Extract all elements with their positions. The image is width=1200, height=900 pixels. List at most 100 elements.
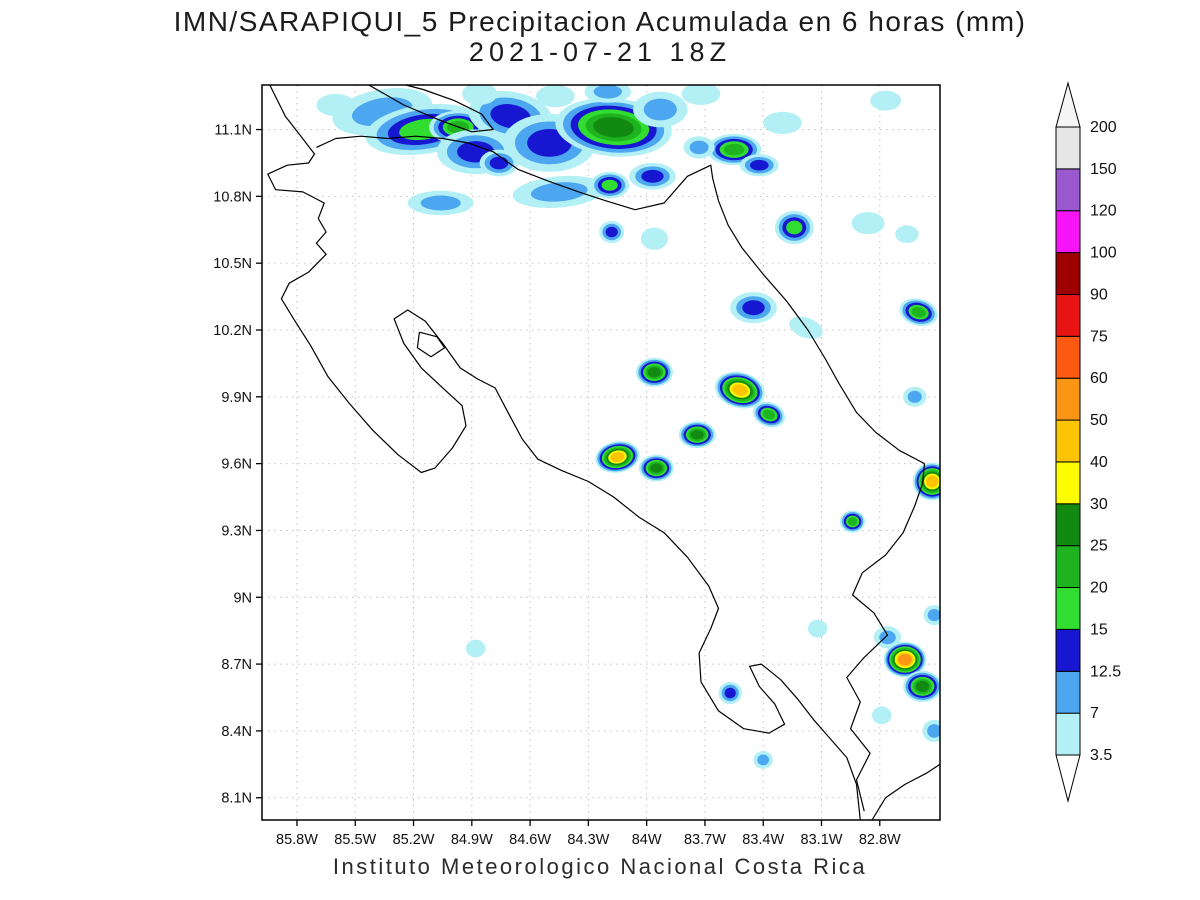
- colorbar-label: 60: [1090, 370, 1108, 387]
- colorbar-segment: [1055, 503, 1081, 547]
- colorbar-label: 3.5: [1090, 747, 1112, 764]
- precip-cell-ring: [732, 384, 748, 396]
- precip-cell-ring: [898, 654, 912, 666]
- colorbar-segment: [1055, 545, 1081, 588]
- colorbar-segment: [1055, 126, 1081, 170]
- precip-cell-ring: [723, 143, 745, 156]
- lon-tick-label: 83.4W: [742, 832, 784, 848]
- precip-cell-ring: [807, 619, 828, 638]
- precip-cell-ring: [462, 85, 498, 105]
- colorbar-segment: [1055, 461, 1081, 505]
- precip-cell-ring: [640, 227, 669, 250]
- precip-cell-ring: [601, 179, 618, 191]
- colorbar-label: 30: [1090, 496, 1108, 513]
- colorbar-label: 20: [1090, 580, 1108, 597]
- lat-tick-label: 11.1N: [214, 123, 252, 139]
- precip-cell-ring: [926, 475, 939, 488]
- precip-cell-ring: [689, 140, 709, 155]
- precip-cell-ring: [647, 367, 661, 378]
- colorbar-label: 90: [1090, 286, 1108, 303]
- lon-tick-label: 84.6W: [509, 832, 551, 848]
- precip-cell-ring: [641, 169, 664, 183]
- lon-tick-label: 85.5W: [334, 832, 376, 848]
- precip-cell-ring: [650, 463, 663, 473]
- precip-cell-ring: [757, 754, 770, 766]
- precip-cell-ring: [530, 182, 588, 202]
- precip-cell-ring: [879, 630, 896, 645]
- colorbar-label: 75: [1090, 328, 1108, 345]
- precipitation-cells: [316, 85, 940, 769]
- precip-cell-ring: [593, 117, 634, 138]
- precip-cell-ring: [742, 300, 765, 316]
- precip-cell-ring: [724, 687, 736, 699]
- precip-cell-ring: [690, 430, 704, 440]
- coastlines: [267, 85, 940, 820]
- lat-tick-label: 9.3N: [221, 523, 252, 539]
- colorbar-over-arrow: [1055, 81, 1081, 128]
- coastline-path: [846, 463, 926, 812]
- lat-tick-label: 10.5N: [213, 256, 252, 272]
- precip-cell-ring: [786, 220, 803, 235]
- precip-cell-ring: [466, 639, 486, 658]
- precip-cell-ring: [927, 609, 940, 622]
- map-frame: [261, 84, 941, 821]
- precip-cell-ring: [605, 226, 618, 238]
- colorbar-segment: [1055, 419, 1081, 463]
- precip-cell-ring: [911, 307, 926, 318]
- lon-tick-label: 83.7W: [684, 832, 726, 848]
- precip-cell-ring: [915, 680, 930, 692]
- colorbar-label: 150: [1090, 161, 1117, 178]
- colorbar: 3.5 7 12.5 15 20 25 30 40 50 60 75 90 100 120 150 200: [1055, 81, 1121, 803]
- coastline-path: [368, 85, 494, 133]
- precip-cell-ring: [420, 195, 461, 211]
- precip-cell-ring: [643, 98, 677, 121]
- axes: 11.1N 10.8N 10.5N 10.2N 9.9N 9.6N 9.3N 9N 8.7N 8.…: [213, 123, 901, 848]
- colorbar-label: 200: [1090, 119, 1117, 136]
- colorbar-label: 50: [1090, 412, 1108, 429]
- colorbar-label: 120: [1090, 203, 1117, 220]
- lat-tick-label: 9.6N: [221, 457, 252, 473]
- precip-cell-ring: [527, 129, 572, 157]
- lat-tick-label: 9.9N: [221, 390, 252, 406]
- colorbar-label: 25: [1090, 538, 1108, 555]
- colorbar-segment: [1055, 377, 1081, 421]
- coastline-path: [871, 763, 940, 820]
- colorbar-segment: [1055, 712, 1081, 756]
- coastline-path: [416, 331, 446, 358]
- precip-cell-ring: [489, 156, 509, 170]
- precip-cell-ring: [872, 706, 892, 725]
- precip-cell-ring: [593, 85, 622, 99]
- precip-cell-ring: [927, 724, 940, 738]
- precip-cell-ring: [847, 517, 858, 526]
- lon-tick-label: 84.3W: [567, 832, 609, 848]
- colorbar-label: 7: [1090, 705, 1099, 722]
- chart-title: IMN/SARAPIQUI_5 Precipitacion Acumulada …: [173, 6, 1027, 37]
- lon-tick-label: 83.1W: [801, 832, 843, 848]
- chart-caption: Instituto Meteorologico Nacional Costa R…: [332, 854, 868, 879]
- precip-cell-ring: [870, 90, 902, 111]
- lon-tick-label: 85.2W: [393, 832, 435, 848]
- precip-cell-ring: [750, 159, 769, 171]
- lat-tick-label: 10.2N: [213, 323, 252, 339]
- lat-tick-label: 9N: [233, 590, 252, 606]
- colorbar-segment: [1055, 587, 1081, 630]
- precip-cell-ring: [907, 390, 922, 403]
- colorbar-under-arrow: [1055, 754, 1081, 803]
- lon-tick-label: 85.8W: [276, 832, 318, 848]
- precip-cell-ring: [681, 85, 721, 105]
- colorbar-segment: [1055, 335, 1081, 379]
- colorbar-segment: [1055, 252, 1081, 296]
- lat-tick-label: 8.4N: [221, 724, 252, 740]
- colorbar-label: 40: [1090, 454, 1108, 471]
- precip-cell-ring: [610, 451, 625, 463]
- precip-cell-ring: [763, 111, 802, 134]
- colorbar-segment: [1055, 628, 1081, 672]
- lon-tick-label: 84W: [632, 832, 662, 848]
- colorbar-label: 15: [1090, 621, 1108, 638]
- colorbar-label: 12.5: [1090, 663, 1121, 680]
- precip-cell-ring: [851, 212, 885, 235]
- lat-tick-label: 8.1N: [221, 791, 252, 807]
- lon-tick-label: 84.9W: [451, 832, 493, 848]
- colorbar-label: 100: [1090, 245, 1117, 262]
